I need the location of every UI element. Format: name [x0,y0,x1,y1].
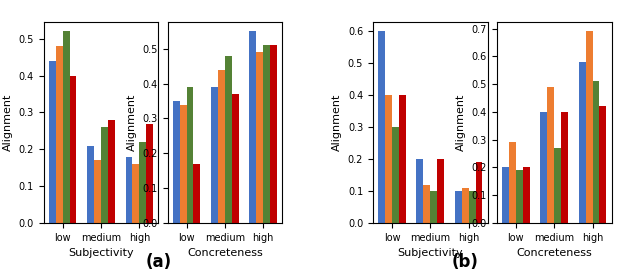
Bar [225,56,232,223]
Bar [578,62,585,223]
X-axis label: Concreteness: Concreteness [187,248,263,258]
Bar [540,112,547,223]
Y-axis label: Alignment: Alignment [332,94,343,151]
Text: (a): (a) [146,253,172,271]
Y-axis label: Alignment: Alignment [456,94,466,151]
Bar [94,160,101,223]
Bar [211,87,218,223]
Bar [132,164,139,223]
Bar [256,52,263,223]
Bar [523,168,530,223]
X-axis label: Subjectivity: Subjectivity [397,248,463,258]
Bar [62,31,70,223]
Bar [554,148,561,223]
Bar [516,170,523,223]
Bar [232,94,239,223]
X-axis label: Concreteness: Concreteness [516,248,592,258]
Bar [263,45,270,223]
Bar [455,191,462,223]
Bar [502,168,509,223]
Bar [547,87,554,223]
Y-axis label: Alignment: Alignment [127,94,137,151]
X-axis label: Subjectivity: Subjectivity [68,248,134,258]
Bar [139,142,146,223]
Bar [378,31,385,223]
Bar [56,46,62,223]
Bar [469,191,475,223]
Bar [475,162,482,223]
Bar [218,70,225,223]
Bar [125,157,132,223]
Bar [600,106,607,223]
Bar [187,87,193,223]
Bar [416,159,423,223]
Bar [173,101,180,223]
Legend: bert-large, roberta-large, t5-large, fasttext: bert-large, roberta-large, t5-large, fas… [180,27,274,89]
Bar [193,164,200,223]
Bar [180,104,187,223]
Bar [146,123,153,223]
Bar [593,81,600,223]
Bar [399,95,406,223]
Bar [585,31,593,223]
Y-axis label: Alignment: Alignment [3,94,13,151]
Bar [561,112,568,223]
Bar [462,188,469,223]
Bar [108,120,115,223]
Bar [49,61,56,223]
Bar [270,45,277,223]
Text: (b): (b) [451,253,479,271]
Bar [101,127,108,223]
Bar [87,146,94,223]
Bar [70,76,77,223]
Bar [509,143,516,223]
Bar [250,31,256,223]
Bar [431,191,437,223]
Legend: bert-large, roberta-large, t5-large, fasttext: bert-large, roberta-large, t5-large, fas… [509,27,603,89]
Bar [385,95,392,223]
Bar [437,159,444,223]
Bar [423,185,431,223]
Bar [392,127,399,223]
